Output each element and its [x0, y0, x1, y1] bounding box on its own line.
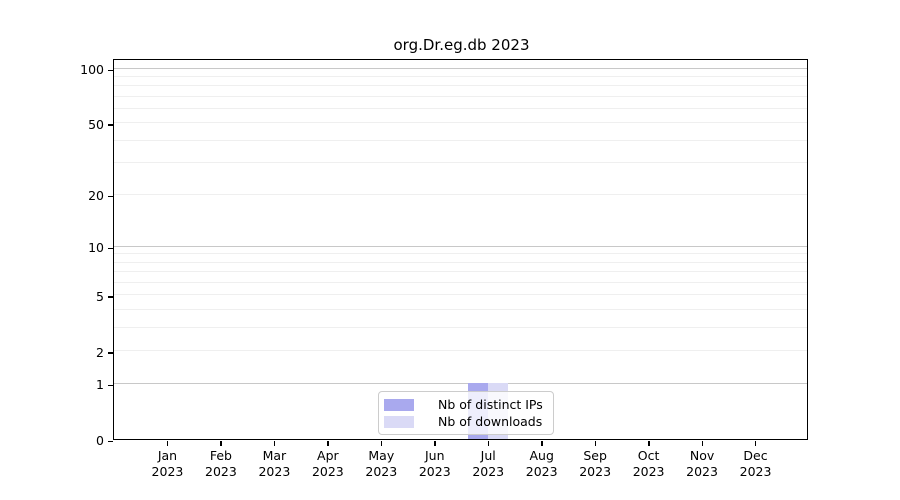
x-tick [434, 441, 436, 446]
gridline-major [114, 245, 807, 247]
chart-title: org.Dr.eg.db 2023 [393, 36, 530, 54]
gridline [114, 282, 807, 284]
y-tick-label: 1 [96, 377, 104, 393]
x-tick [327, 441, 329, 446]
x-tick-label: Apr 2023 [311, 448, 344, 479]
gridline [114, 139, 807, 141]
gridline [114, 122, 807, 124]
y-tick-label: 5 [96, 288, 104, 304]
gridline [114, 294, 807, 296]
y-tick-label: 20 [88, 188, 104, 204]
gridline [114, 309, 807, 311]
x-tick-label: Sep 2023 [579, 448, 612, 479]
y-tick-label: 100 [80, 62, 104, 77]
x-tick [594, 441, 597, 446]
y-tick [108, 352, 113, 354]
gridline [114, 261, 807, 263]
x-tick-label: Feb 2023 [205, 448, 237, 479]
x-tick [220, 441, 222, 446]
x-tick-label: Nov 2023 [686, 448, 718, 479]
gridline [114, 271, 807, 273]
y-tick [108, 124, 113, 126]
x-tick [755, 441, 757, 446]
x-tick-label: Jan 2023 [151, 448, 184, 479]
x-tick [487, 441, 490, 446]
legend: Nb of distinct IPs Nb of downloads [378, 391, 554, 435]
legend-item-distinct-ips: Nb of distinct IPs [384, 396, 543, 413]
gridline-major [114, 382, 807, 384]
x-tick-label: Jun 2023 [418, 448, 451, 479]
y-tick [108, 384, 113, 387]
gridline [114, 75, 807, 77]
x-tick [380, 441, 383, 446]
gridline [114, 162, 807, 164]
x-tick [273, 441, 276, 446]
y-tick [108, 247, 113, 250]
legend-item-downloads: Nb of downloads [384, 413, 543, 430]
y-tick-label: 0 [96, 433, 104, 448]
gridline [114, 108, 807, 110]
x-tick-label: Mar 2023 [258, 448, 291, 479]
y-tick [108, 69, 113, 71]
plot-area [113, 59, 808, 440]
x-tick-label: Jul 2023 [472, 448, 505, 479]
y-tick-label: 2 [96, 344, 104, 360]
gridline [114, 193, 807, 195]
x-tick-label: Aug 2023 [525, 448, 558, 479]
gridline [114, 253, 807, 255]
y-tick [108, 195, 113, 198]
gridline [114, 350, 807, 352]
gridline-major [114, 67, 807, 69]
y-tick [108, 440, 113, 442]
legend-label-downloads: Nb of downloads [438, 414, 543, 429]
x-tick [701, 441, 703, 446]
x-tick-label: May 2023 [365, 448, 398, 479]
x-tick-label: Dec 2023 [739, 448, 772, 479]
gridline [114, 95, 807, 97]
downloads-swatch [384, 415, 414, 428]
legend-label-distinct-ips: Nb of distinct IPs [438, 397, 543, 412]
gridline [114, 85, 807, 87]
y-tick-label: 50 [88, 116, 104, 132]
x-tick [541, 441, 543, 446]
distinct-ips-swatch [384, 398, 414, 411]
gridline [114, 327, 807, 329]
y-tick [108, 296, 113, 298]
x-tick-label: Oct 2023 [632, 448, 665, 479]
x-tick [166, 441, 169, 446]
x-tick [648, 441, 650, 446]
y-tick-label: 10 [88, 240, 104, 256]
